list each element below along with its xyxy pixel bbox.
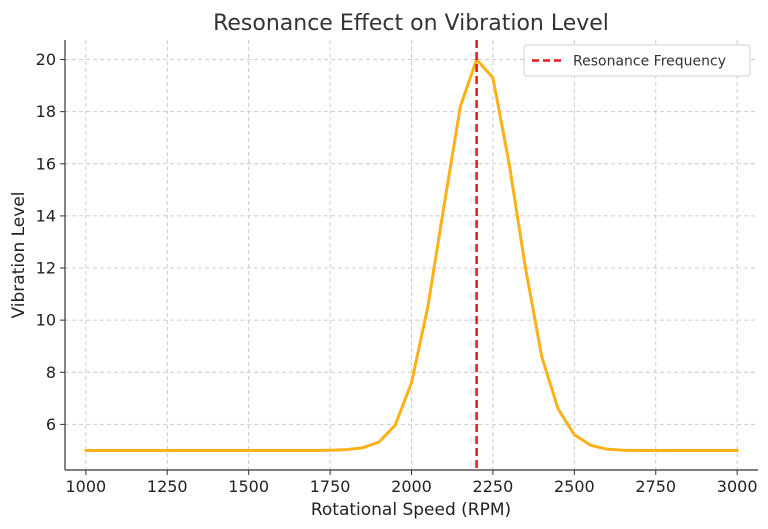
- x-tick-label: 2500: [554, 477, 595, 496]
- x-tick-label: 2000: [391, 477, 432, 496]
- grid: [65, 40, 758, 470]
- legend-box: [523, 44, 751, 77]
- y-tick-label: 20: [36, 50, 56, 69]
- y-tick-label: 8: [46, 363, 56, 382]
- x-tick-label: 2750: [635, 477, 676, 496]
- x-axis-label: Rotational Speed (RPM): [311, 500, 511, 520]
- legend-label-resonance: Resonance Frequency: [573, 54, 726, 70]
- plot-area: [84, 40, 739, 470]
- y-tick-label: 10: [36, 311, 56, 330]
- axes: 1000 1250 1500 1750 2000 2250 2500 2750 3000 6 8 10…: [36, 40, 758, 496]
- x-tick-label: 3000: [717, 477, 758, 496]
- x-tick-label: 1500: [228, 477, 269, 496]
- y-tick-label: 16: [36, 154, 56, 173]
- y-tick-label: 14: [36, 206, 56, 225]
- y-axis-label: Vibration Level: [9, 191, 29, 318]
- y-tick-label: 18: [36, 102, 56, 121]
- y-tick-label: 12: [36, 259, 56, 278]
- x-tick-label: 1750: [310, 477, 351, 496]
- x-tick-label: 1000: [65, 477, 106, 496]
- chart-title: Resonance Effect on Vibration Level: [213, 11, 609, 36]
- x-tick-label: 1250: [147, 477, 188, 496]
- legend: Resonance Frequency: [523, 44, 751, 77]
- x-tick-label: 2250: [473, 477, 514, 496]
- y-tick-label: 6: [46, 415, 56, 434]
